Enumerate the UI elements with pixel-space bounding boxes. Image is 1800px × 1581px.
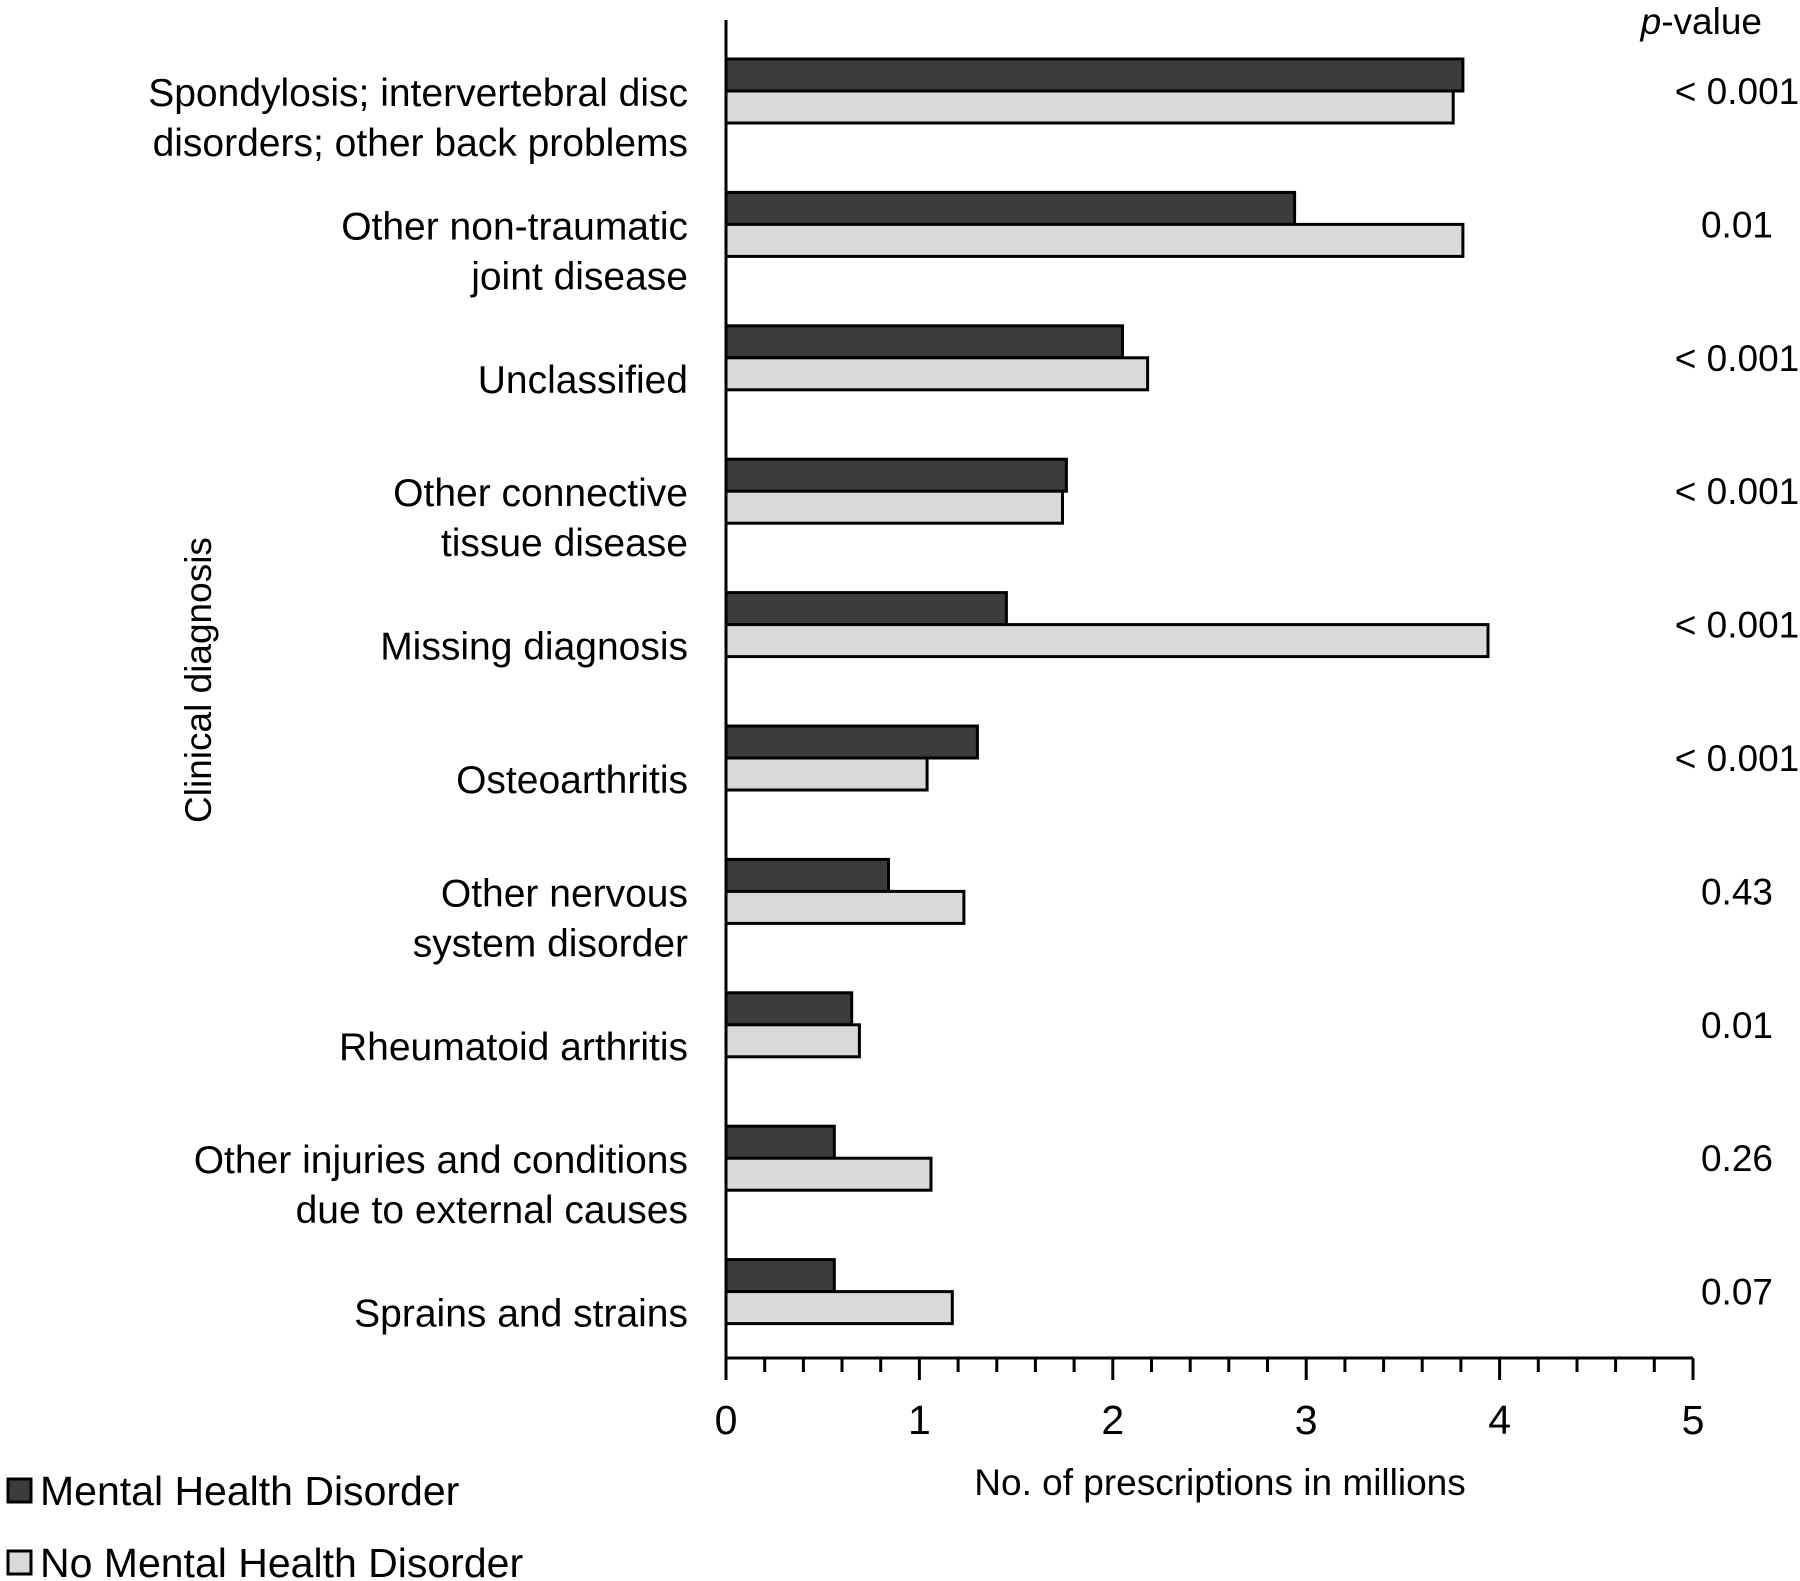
p-value-header-p: p xyxy=(1640,1,1662,42)
bar-no-mental-health-1 xyxy=(724,222,1465,258)
category-label-5-line-0: Osteoarthritis xyxy=(456,759,688,802)
bar-no-mental-health-9 xyxy=(724,1290,954,1326)
x-tick-label-5: 5 xyxy=(1682,1397,1705,1443)
legend-swatch-mental-health xyxy=(6,1477,33,1504)
bar-no-mental-health-6 xyxy=(724,889,966,925)
x-tick-label-2: 2 xyxy=(1101,1397,1124,1443)
category-label-8-line-1: due to external causes xyxy=(296,1189,688,1232)
p-value-column: p-value < 0.001 0.01 < 0.001 < 0.001 < 0.001… xyxy=(1640,1,1800,1313)
category-label-1-line-0: Other non-traumatic xyxy=(341,205,688,248)
bar-no-mental-health-5 xyxy=(724,756,929,792)
category-label-3-line-0: Other connective xyxy=(393,472,688,515)
x-tick-labels: 0 1 2 3 4 5 xyxy=(715,1397,1705,1443)
p-value-header-rest: -value xyxy=(1661,1,1762,42)
bar-mental-health-3 xyxy=(724,457,1068,493)
bar-mental-health-0 xyxy=(724,57,1465,93)
category-label-6-line-1: system disorder xyxy=(413,922,688,965)
bar-mental-health-2 xyxy=(724,324,1124,360)
bar-no-mental-health-7 xyxy=(724,1023,861,1059)
bar-mental-health-8 xyxy=(724,1124,836,1160)
category-label-0-line-0: Spondylosis; intervertebral disc xyxy=(148,72,688,115)
category-label-3-line-1: tissue disease xyxy=(441,522,688,565)
bar-no-mental-health-0 xyxy=(724,89,1455,125)
axes-group xyxy=(724,20,1693,1360)
category-label-8-line-0: Other injuries and conditions xyxy=(194,1139,688,1182)
category-label-6-line-0: Other nervous xyxy=(441,872,688,915)
p-value-8: 0.26 xyxy=(1701,1138,1773,1179)
x-tick-label-4: 4 xyxy=(1488,1397,1511,1443)
legend-swatch-no-mental-health xyxy=(6,1549,33,1576)
y-axis-title: Clinical diagnosis xyxy=(178,537,219,823)
p-value-1: 0.01 xyxy=(1701,204,1773,245)
bar-mental-health-5 xyxy=(724,724,979,760)
p-value-6: 0.43 xyxy=(1701,871,1773,912)
x-tick-label-1: 1 xyxy=(908,1397,931,1443)
p-value-0: < 0.001 xyxy=(1675,71,1799,112)
bar-mental-health-7 xyxy=(724,991,854,1027)
bar-no-mental-health-2 xyxy=(724,356,1150,392)
bar-no-mental-health-8 xyxy=(724,1156,933,1192)
bar-mental-health-1 xyxy=(724,190,1297,226)
legend-label-no-mental-health: No Mental Health Disorder xyxy=(40,1540,523,1581)
p-value-header: p-value xyxy=(1640,1,1762,42)
category-label-7-line-0: Rheumatoid arthritis xyxy=(339,1026,688,1069)
x-tick-label-3: 3 xyxy=(1295,1397,1318,1443)
p-value-9: 0.07 xyxy=(1701,1272,1773,1313)
p-value-7: 0.01 xyxy=(1701,1005,1773,1046)
bar-no-mental-health-4 xyxy=(724,623,1490,659)
x-axis-title: No. of prescriptions in millions xyxy=(974,1462,1465,1503)
bar-mental-health-6 xyxy=(724,857,890,893)
p-value-2: < 0.001 xyxy=(1675,338,1799,379)
category-label-0-line-1: disorders; other back problems xyxy=(153,122,688,165)
bar-mental-health-4 xyxy=(724,591,1008,627)
category-label-4-line-0: Missing diagnosis xyxy=(380,626,688,669)
category-label-9-line-0: Sprains and strains xyxy=(354,1293,688,1336)
p-value-3: < 0.001 xyxy=(1675,471,1799,512)
legend-label-mental-health: Mental Health Disorder xyxy=(40,1468,459,1514)
x-ticks xyxy=(724,1358,1695,1380)
category-label-1-line-1: joint disease xyxy=(470,255,688,298)
category-labels: Spondylosis; intervertebral disc disorder… xyxy=(148,72,688,1336)
x-tick-label-0: 0 xyxy=(715,1397,738,1443)
bar-no-mental-health-3 xyxy=(724,489,1064,525)
bars-group xyxy=(724,57,1490,1326)
legend: Mental Health Disorder No Mental Health … xyxy=(6,1468,523,1581)
p-value-4: < 0.001 xyxy=(1675,605,1799,646)
category-label-2-line-0: Unclassified xyxy=(478,359,688,402)
p-value-5: < 0.001 xyxy=(1675,738,1799,779)
bar-mental-health-9 xyxy=(724,1258,836,1294)
